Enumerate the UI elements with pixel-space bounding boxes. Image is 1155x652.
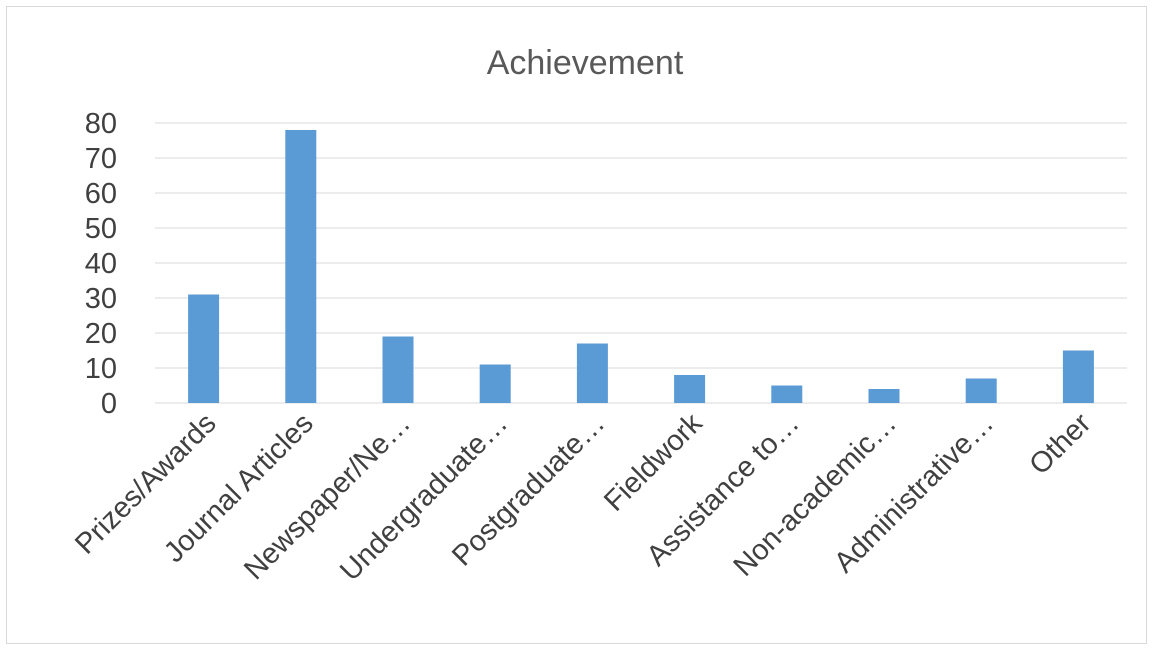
y-tick-label: 80 <box>85 108 117 140</box>
gridlines <box>155 122 1127 404</box>
y-tick-label: 10 <box>85 353 117 385</box>
x-tick-label: Other <box>1023 407 1097 481</box>
chart-title: Achievement <box>487 44 684 82</box>
bars <box>188 130 1094 403</box>
y-tick-label: 60 <box>85 178 117 210</box>
bar-2 <box>382 336 414 403</box>
y-tick-label: 40 <box>85 248 117 280</box>
bar-5 <box>674 375 706 403</box>
bar-1 <box>285 130 317 403</box>
x-tick-label: Newspaper/Ne… <box>238 407 417 586</box>
bar-3 <box>479 364 511 403</box>
y-tick-label: 30 <box>85 283 117 315</box>
bar-0 <box>188 294 220 403</box>
bar-6 <box>771 385 803 403</box>
bar-7 <box>868 389 900 403</box>
y-tick-label: 20 <box>85 318 117 350</box>
x-tick-label: Non-academic… <box>728 407 903 582</box>
y-tick-label: 70 <box>85 143 117 175</box>
bar-4 <box>576 343 608 403</box>
y-tick-label: 0 <box>101 388 117 420</box>
x-tick-label: Undergraduate… <box>334 407 514 587</box>
bar-8 <box>965 378 997 403</box>
bar-9 <box>1062 350 1094 403</box>
y-tick-label: 50 <box>85 213 117 245</box>
